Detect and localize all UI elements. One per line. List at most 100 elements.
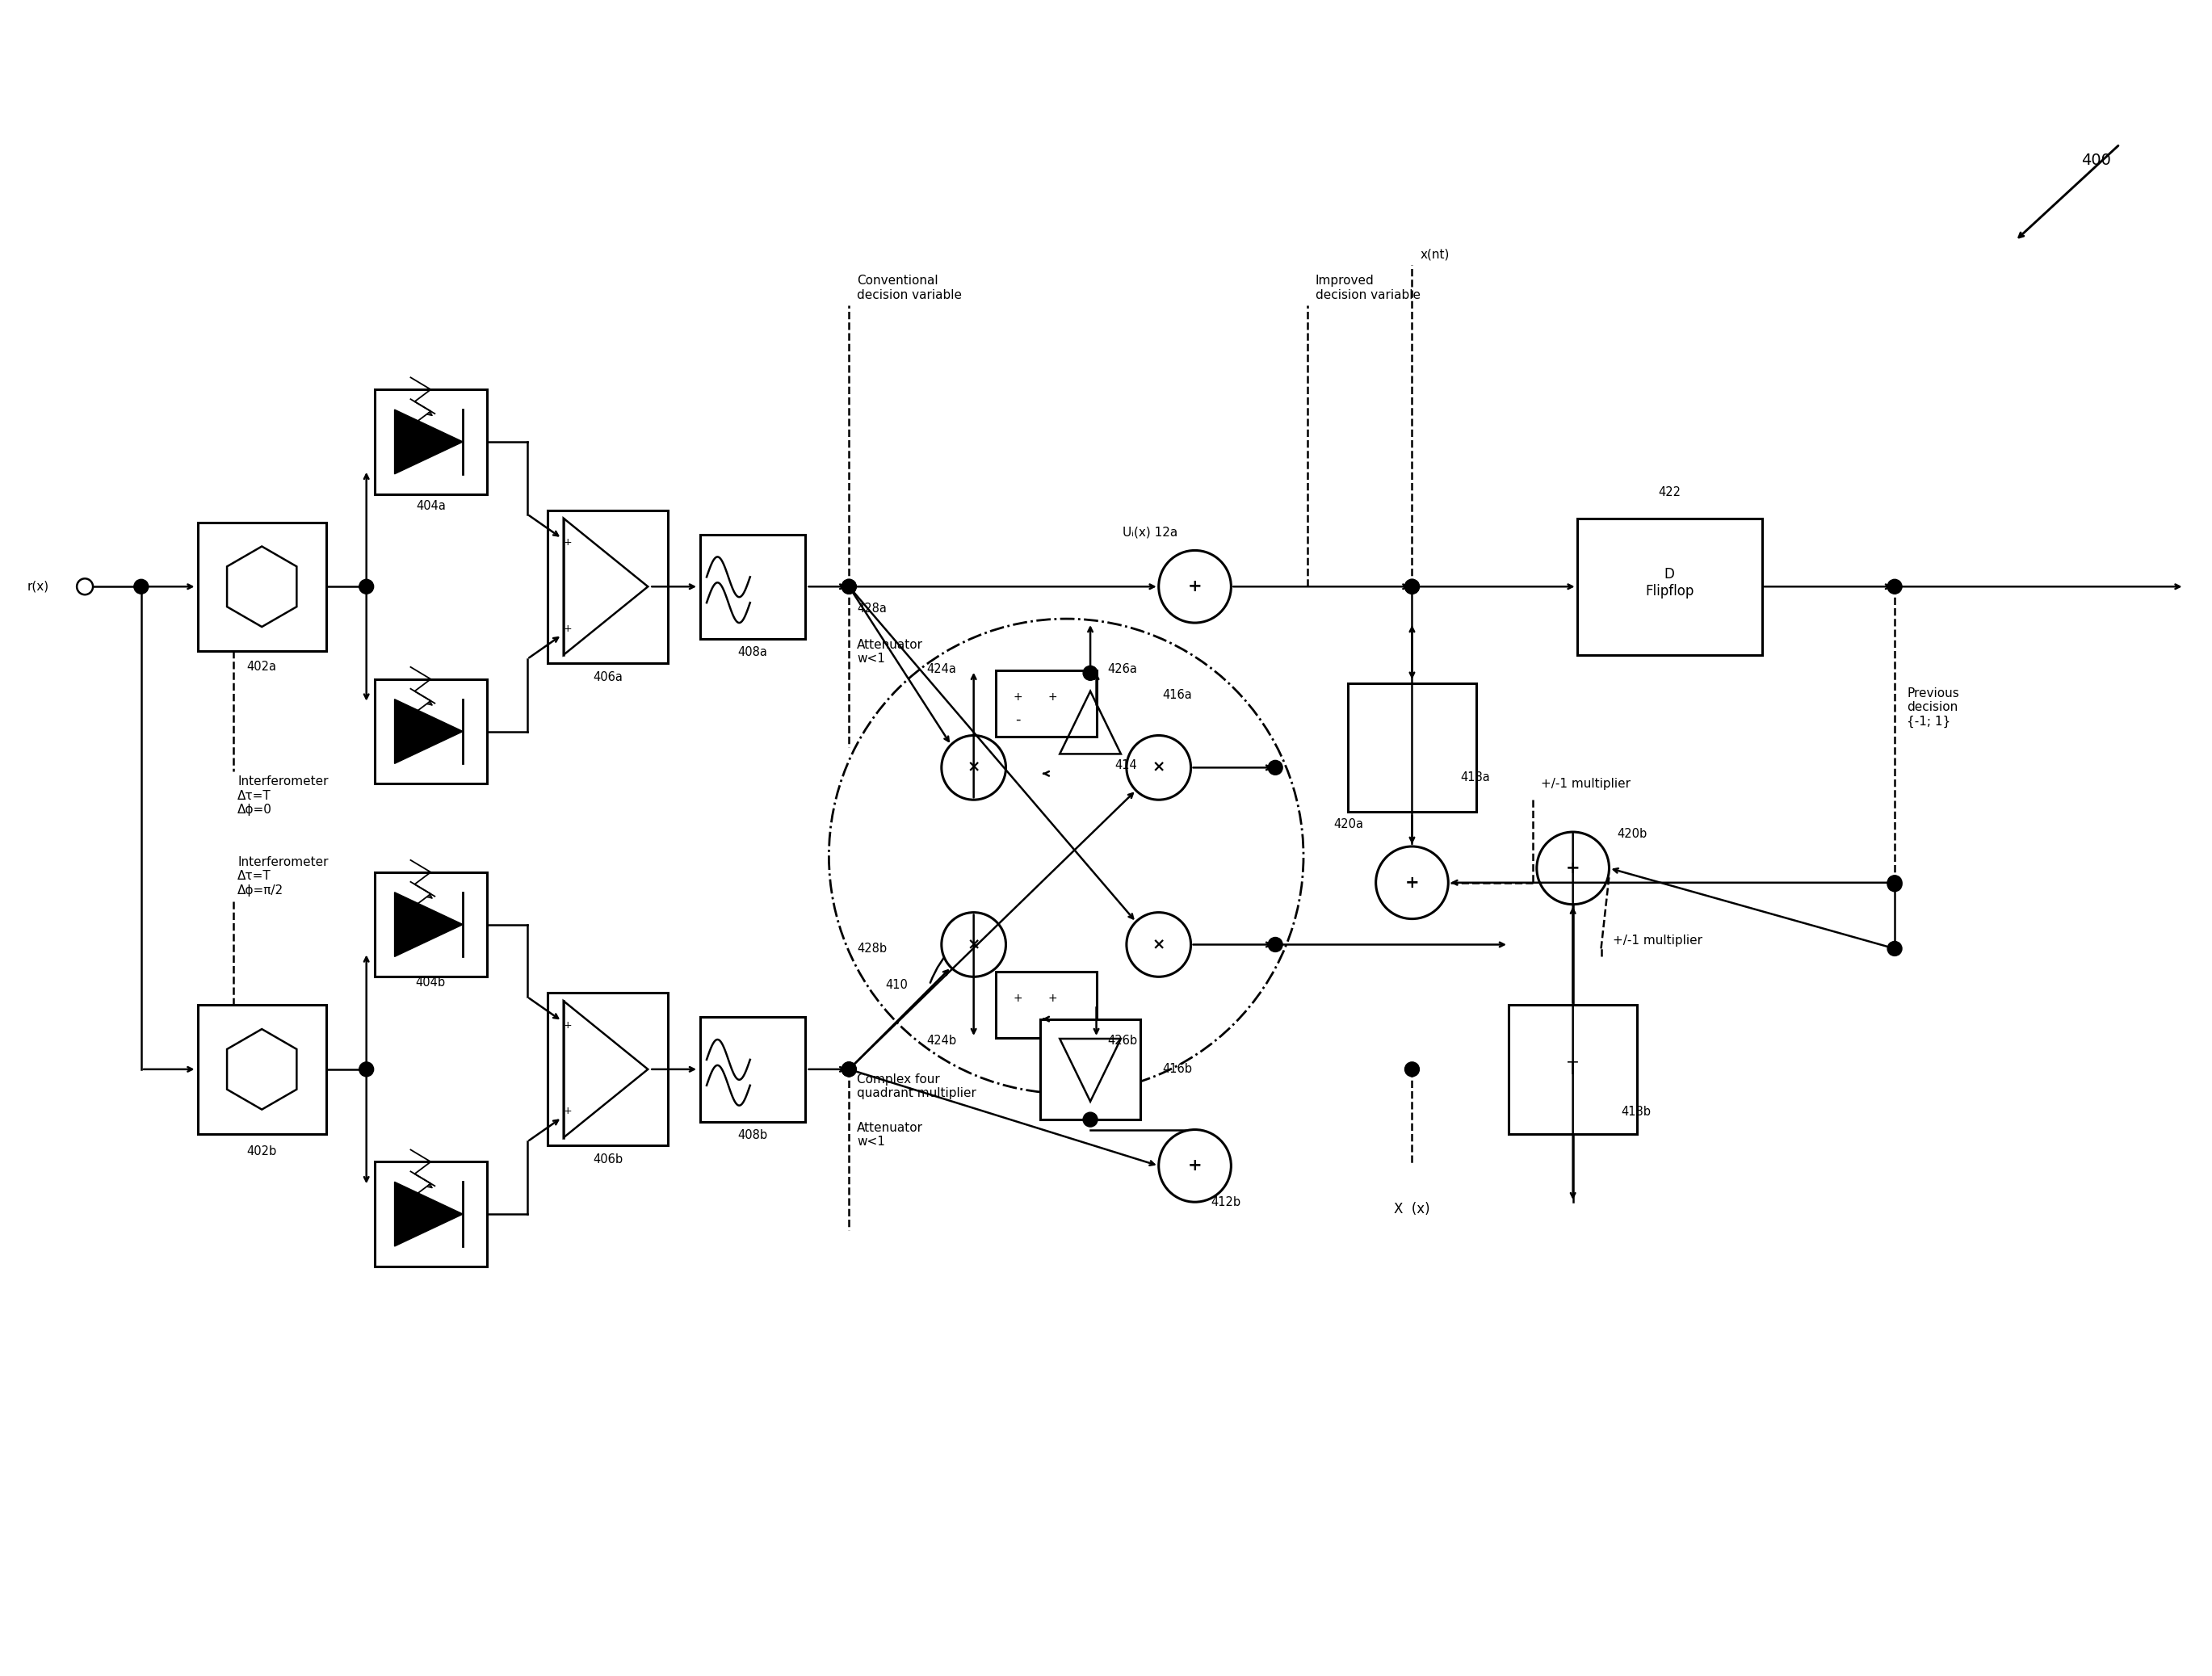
Text: +: + [1405, 875, 1420, 890]
Text: 426b: 426b [1108, 1036, 1137, 1048]
Text: ×: × [1152, 937, 1166, 952]
Text: ×: × [967, 937, 980, 952]
Text: 408a: 408a [737, 647, 768, 659]
Circle shape [1267, 761, 1283, 774]
Text: 404a: 404a [416, 499, 445, 511]
Bar [374, 389, 487, 494]
Circle shape [843, 1063, 856, 1076]
Text: +: + [1048, 691, 1057, 702]
Text: +: + [1048, 992, 1057, 1004]
Circle shape [843, 580, 856, 593]
Text: +: + [1566, 860, 1579, 877]
Circle shape [1405, 1063, 1420, 1076]
Bar [701, 1017, 805, 1121]
Circle shape [77, 578, 93, 595]
Text: 408b: 408b [737, 1130, 768, 1141]
Circle shape [1376, 846, 1449, 918]
Bar [1040, 674, 1141, 774]
Polygon shape [564, 1001, 648, 1138]
Bar [995, 972, 1097, 1037]
Text: 418a: 418a [1460, 771, 1491, 784]
Text: D
Flipflop: D Flipflop [1646, 566, 1694, 598]
Text: Attenuator
w<1: Attenuator w<1 [856, 1121, 922, 1148]
Bar [546, 510, 668, 664]
Circle shape [942, 912, 1006, 977]
Circle shape [358, 580, 374, 593]
Polygon shape [394, 699, 462, 764]
Text: +: + [564, 623, 571, 634]
Text: 400: 400 [2081, 153, 2110, 168]
Circle shape [843, 1063, 856, 1076]
Circle shape [1405, 580, 1420, 593]
Text: 402b: 402b [248, 1146, 276, 1158]
Text: T: T [1568, 1061, 1577, 1078]
Text: 426a: 426a [1108, 664, 1137, 675]
Text: 428b: 428b [856, 942, 887, 955]
Text: 416a: 416a [1164, 689, 1192, 701]
Text: 412b: 412b [1210, 1197, 1241, 1208]
Text: r(x): r(x) [27, 580, 49, 593]
Circle shape [1159, 1130, 1232, 1202]
Circle shape [358, 1063, 374, 1076]
Text: +: + [564, 1019, 571, 1031]
Text: -: - [1015, 712, 1020, 727]
Text: Improved
decision variable: Improved decision variable [1316, 275, 1420, 302]
Bar [374, 1161, 487, 1267]
Text: 424a: 424a [927, 664, 956, 675]
Text: +: + [1188, 578, 1201, 595]
Bar [1577, 518, 1763, 655]
Text: 420a: 420a [1334, 818, 1365, 830]
Bar [1347, 684, 1475, 811]
Bar [546, 992, 668, 1146]
Circle shape [1887, 875, 1902, 890]
Circle shape [1887, 580, 1902, 593]
Circle shape [830, 618, 1303, 1093]
Text: +/-1 multiplier: +/-1 multiplier [1542, 778, 1630, 789]
Circle shape [1126, 912, 1190, 977]
Text: 414: 414 [1115, 759, 1137, 771]
Circle shape [942, 736, 1006, 799]
Text: +: + [564, 536, 571, 548]
Circle shape [1159, 550, 1232, 623]
Text: Previous
decision
{-1; 1}: Previous decision {-1; 1} [1907, 687, 1960, 727]
Text: +: + [564, 1106, 571, 1116]
Text: Attenuator
w<1: Attenuator w<1 [856, 639, 922, 665]
Bar [374, 872, 487, 977]
Circle shape [1887, 942, 1902, 955]
Text: Interferometer
Δτ=T
Δϕ=π/2: Interferometer Δτ=T Δϕ=π/2 [237, 856, 330, 897]
Circle shape [1537, 831, 1608, 905]
Text: Interferometer
Δτ=T
Δϕ=0: Interferometer Δτ=T Δϕ=0 [237, 776, 330, 816]
Text: Uᵢ(x) 12a: Uᵢ(x) 12a [1121, 526, 1177, 538]
Polygon shape [394, 409, 462, 474]
Circle shape [1405, 580, 1420, 593]
Circle shape [1084, 665, 1097, 680]
Circle shape [843, 580, 856, 593]
Bar [1509, 1006, 1637, 1133]
Bar [197, 1006, 325, 1133]
Text: 424b: 424b [927, 1036, 956, 1048]
Text: 420b: 420b [1617, 828, 1648, 840]
Polygon shape [564, 518, 648, 655]
Text: 402a: 402a [248, 660, 276, 672]
Bar [197, 523, 325, 650]
Text: 422: 422 [1659, 486, 1681, 498]
Text: 410: 410 [885, 979, 907, 991]
Text: +/-1 multiplier: +/-1 multiplier [1613, 935, 1703, 947]
Bar [701, 535, 805, 639]
Text: +: + [1188, 1158, 1201, 1173]
Text: 418b: 418b [1621, 1106, 1650, 1118]
Text: Complex four
quadrant multiplier: Complex four quadrant multiplier [856, 1073, 975, 1099]
Text: 404b: 404b [416, 977, 447, 989]
Text: +: + [1013, 992, 1022, 1004]
Circle shape [1887, 877, 1902, 892]
Text: X  (x): X (x) [1394, 1202, 1431, 1217]
Bar [995, 670, 1097, 736]
Polygon shape [394, 1182, 462, 1247]
Circle shape [1084, 1113, 1097, 1126]
Polygon shape [228, 546, 296, 627]
Polygon shape [394, 892, 462, 957]
Text: 416b: 416b [1164, 1063, 1192, 1076]
Circle shape [135, 580, 148, 593]
Text: ×: × [967, 759, 980, 776]
Text: ×: × [1152, 759, 1166, 776]
